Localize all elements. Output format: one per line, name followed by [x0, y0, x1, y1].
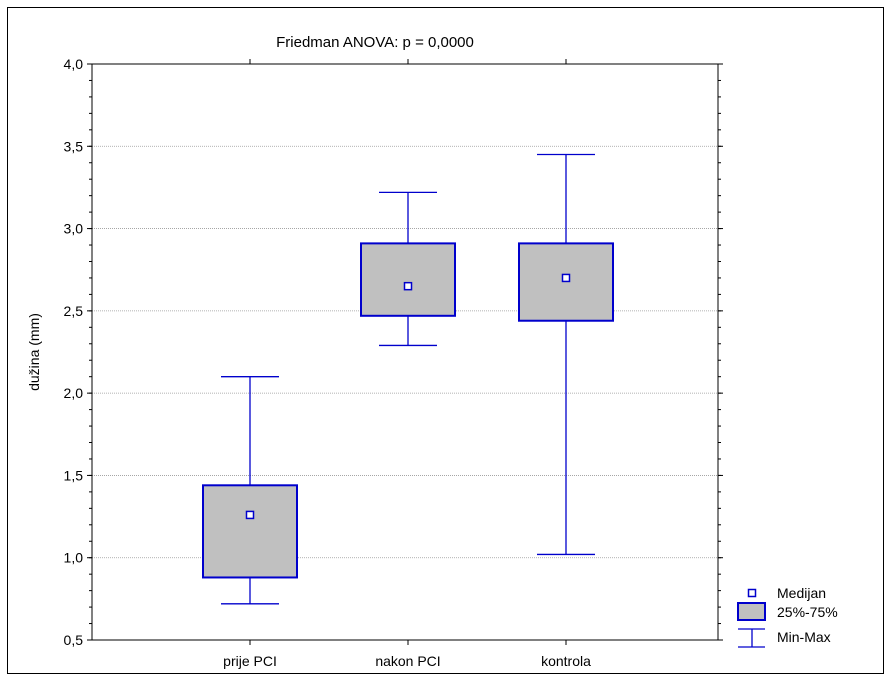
median-marker — [561, 273, 571, 283]
x-tick-label: prije PCI — [223, 653, 277, 669]
y-tick-label: 1,0 — [64, 550, 84, 566]
box-kontrola — [518, 153, 614, 556]
y-tick-label: 2,5 — [64, 303, 84, 319]
legend: Medijan 25%-75% Min-Max — [737, 585, 838, 648]
box-prije-pci — [202, 376, 298, 605]
chart-title: Friedman ANOVA: p = 0,0000 — [276, 34, 474, 51]
y-tick-label: 3,0 — [64, 221, 84, 237]
y-tick-label: 4,0 — [64, 56, 84, 72]
x-tick-label: nakon PCI — [375, 653, 440, 669]
y-tick-label: 3,5 — [64, 138, 84, 154]
median-marker — [403, 281, 413, 291]
boxes-group — [202, 153, 614, 605]
box-nakon-pci — [360, 191, 456, 347]
y-axis-label: dužina (mm) — [26, 313, 42, 391]
iqr-box — [202, 484, 298, 579]
median-marker — [245, 510, 255, 520]
y-tick-label: 0,5 — [64, 632, 84, 648]
legend-box-swatch — [737, 602, 766, 621]
x-tick-label: kontrola — [541, 653, 591, 669]
y-tick-label: 1,5 — [64, 467, 84, 483]
axis-ticks: 0,5 1,0 1,5 2,0 2,5 3,0 3,5 4,0 prije PCI nakon P… — [64, 56, 723, 669]
legend-median-marker — [747, 588, 757, 598]
grid-lines — [92, 145, 718, 559]
iqr-box — [360, 242, 456, 317]
chart-frame — [7, 7, 884, 674]
legend-box-label: 25%-75% — [777, 604, 838, 620]
y-tick-label: 2,0 — [64, 385, 84, 401]
legend-median-label: Medijan — [777, 585, 826, 601]
legend-whisker-label: Min-Max — [777, 629, 831, 645]
plot-area — [91, 63, 719, 641]
